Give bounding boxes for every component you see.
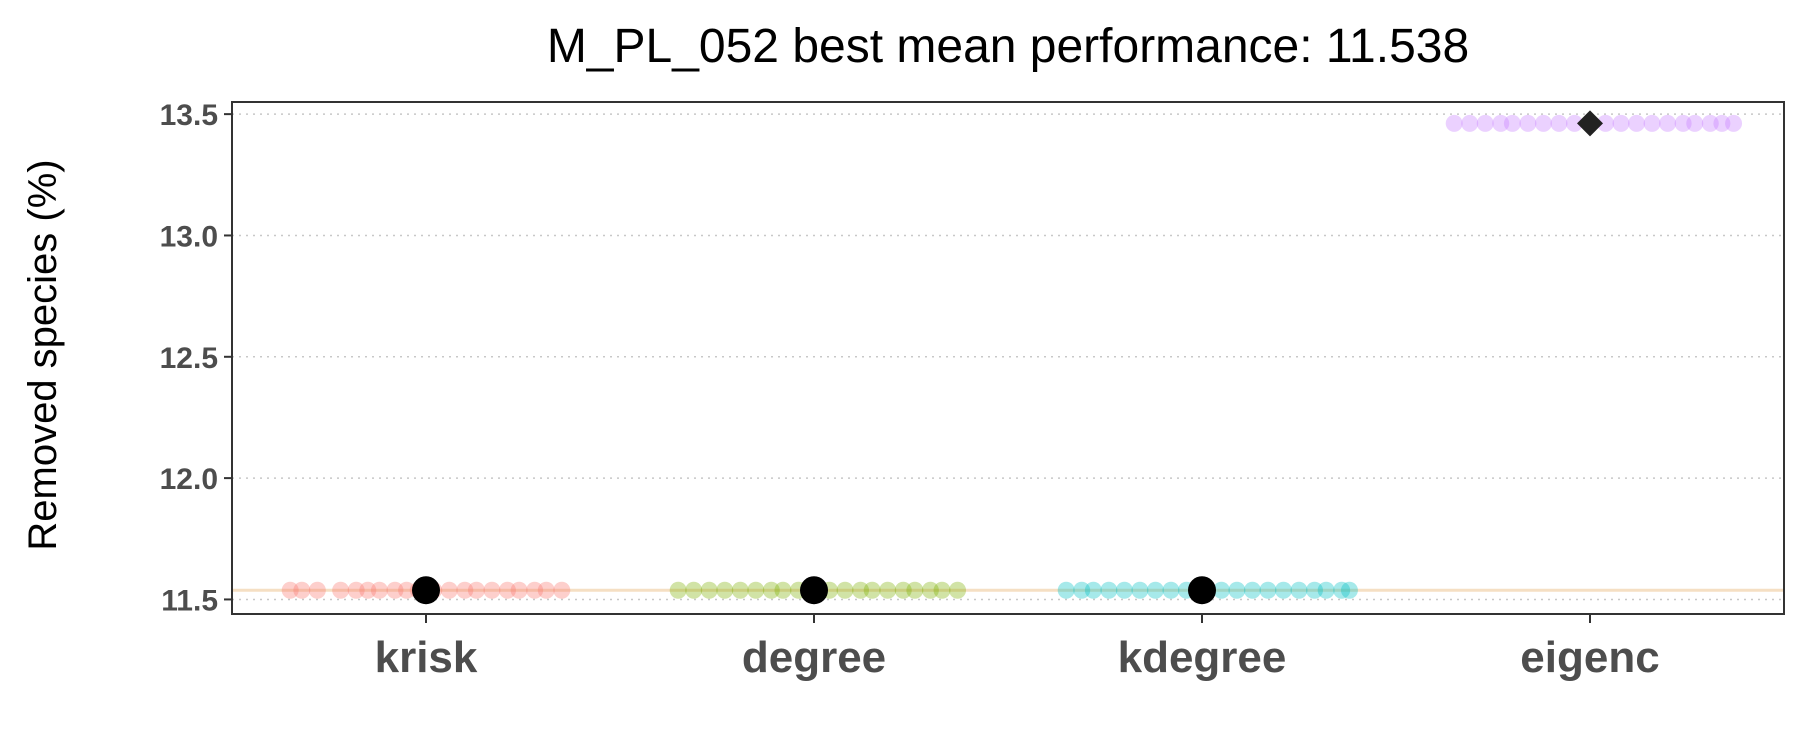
data-point-kdegree	[1306, 581, 1324, 599]
x-axis: krisk degree kdegree eigenc	[375, 614, 1660, 682]
data-point-eigenc	[1612, 114, 1630, 132]
data-point-eigenc	[1461, 114, 1479, 132]
data-point-krisk	[347, 581, 365, 599]
data-point-eigenc	[1701, 114, 1719, 132]
data-point-degree	[906, 581, 924, 599]
data-point-krisk	[398, 581, 416, 599]
data-point-eigenc	[1674, 114, 1692, 132]
data-point-krisk	[370, 581, 388, 599]
mean-marker-degree	[800, 576, 828, 605]
data-point-degree	[700, 581, 718, 599]
data-point-kdegree	[1243, 581, 1261, 599]
data-point-eigenc	[1628, 114, 1646, 132]
data-point-krisk	[308, 581, 326, 599]
data-point-degree	[949, 581, 967, 599]
y-tick-label: 12.5	[160, 342, 218, 375]
data-point-eigenc	[1643, 114, 1661, 132]
data-point-eigenc	[1686, 114, 1704, 132]
chart-title: M_PL_052 best mean performance: 11.538	[547, 20, 1469, 73]
mean-marker-eigenc	[1577, 110, 1603, 137]
data-point-kdegree	[1073, 581, 1091, 599]
data-point-kdegree	[1146, 581, 1164, 599]
data-point-kdegree	[1317, 581, 1335, 599]
data-point-degree	[716, 581, 734, 599]
y-tick-label: 13.5	[160, 99, 218, 132]
data-point-krisk	[537, 581, 555, 599]
data-point-eigenc	[1713, 114, 1731, 132]
data-point-degree	[836, 581, 854, 599]
data-point-kdegree	[1259, 581, 1277, 599]
data-point-krisk	[467, 581, 485, 599]
data-point-degree	[879, 581, 897, 599]
data-point-degree	[921, 581, 939, 599]
y-tick-label: 13.0	[160, 220, 218, 253]
plot-panel-border	[231, 101, 1785, 615]
data-point-krisk	[526, 581, 544, 599]
mean-marker-kdegree	[1188, 576, 1216, 605]
data-point-kdegree	[1274, 581, 1292, 599]
data-point-degree	[669, 581, 687, 599]
data-point-degree	[762, 581, 780, 599]
x-tick-label-krisk: krisk	[375, 633, 478, 682]
data-point-kdegree	[1057, 581, 1075, 599]
data-point-degree	[747, 581, 765, 599]
data-point-eigenc	[1565, 114, 1583, 132]
data-point-krisk	[498, 581, 516, 599]
data-points	[281, 114, 1743, 599]
data-point-kdegree	[1131, 581, 1149, 599]
data-point-degree	[731, 581, 749, 599]
data-point-krisk	[332, 581, 350, 599]
y-axis-label: Removed species (%)	[21, 159, 65, 550]
data-point-krisk	[359, 581, 377, 599]
data-point-eigenc	[1519, 114, 1537, 132]
mean-markers	[412, 110, 1603, 605]
data-point-kdegree	[1212, 581, 1230, 599]
y-tick-label: 12.0	[160, 463, 218, 496]
data-point-kdegree	[1084, 581, 1102, 599]
data-point-eigenc	[1659, 114, 1677, 132]
data-point-degree	[685, 581, 703, 599]
data-point-krisk	[456, 581, 474, 599]
data-point-krisk	[510, 581, 528, 599]
data-point-eigenc	[1534, 114, 1552, 132]
data-point-kdegree	[1228, 581, 1246, 599]
x-tick-label-eigenc: eigenc	[1520, 633, 1659, 682]
data-point-degree	[774, 581, 792, 599]
data-point-kdegree	[1340, 581, 1358, 599]
data-point-eigenc	[1476, 114, 1494, 132]
data-point-degree	[894, 581, 912, 599]
data-point-krisk	[440, 581, 458, 599]
data-point-kdegree	[1290, 581, 1308, 599]
data-point-eigenc	[1550, 114, 1568, 132]
x-tick-label-degree: degree	[742, 633, 886, 682]
data-point-kdegree	[1100, 581, 1118, 599]
data-point-kdegree	[1115, 581, 1133, 599]
y-tick-label: 11.5	[161, 584, 218, 617]
data-point-eigenc	[1445, 114, 1463, 132]
data-point-eigenc	[1503, 114, 1521, 132]
data-point-eigenc	[1597, 114, 1615, 132]
data-point-degree	[863, 581, 881, 599]
mean-marker-krisk	[412, 576, 440, 605]
data-point-degree	[852, 581, 870, 599]
data-point-krisk	[293, 581, 311, 599]
data-point-kdegree	[1162, 581, 1180, 599]
data-point-kdegree	[1333, 581, 1351, 599]
y-axis: 11.5 12.0 12.5 13.0 13.5	[160, 99, 232, 617]
data-point-krisk	[553, 581, 571, 599]
data-point-eigenc	[1492, 114, 1510, 132]
data-point-krisk	[386, 581, 404, 599]
data-point-degree	[933, 581, 951, 599]
data-point-krisk	[483, 581, 501, 599]
data-point-krisk	[281, 581, 299, 599]
x-tick-label-kdegree: kdegree	[1118, 633, 1287, 682]
data-point-eigenc	[1725, 114, 1743, 132]
grid-lines	[232, 113, 1784, 601]
